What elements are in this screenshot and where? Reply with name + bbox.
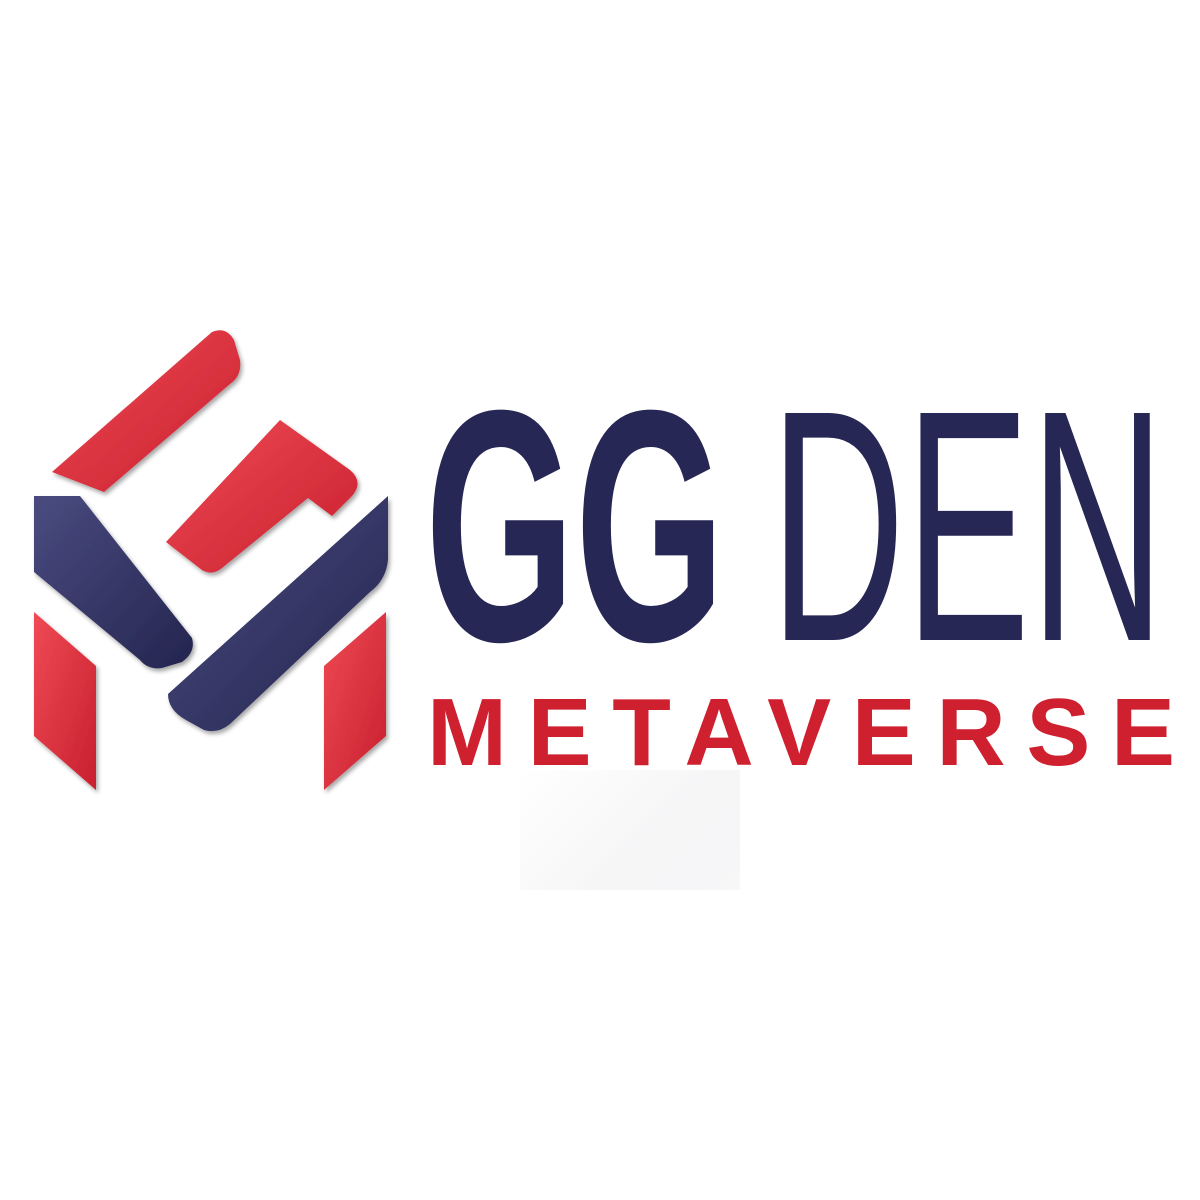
tagline-text: METAVERSE: [427, 679, 1175, 786]
emblem-red-leg-left: [34, 612, 96, 790]
emblem-navy-bar-left: [34, 496, 193, 669]
logo-emblem: [34, 330, 388, 790]
brand-secondary-text: DEN: [770, 370, 1165, 710]
emblem-navy-bar-right: [168, 496, 388, 732]
brand-primary-text: GG: [425, 370, 725, 710]
background-sheen: [520, 770, 740, 890]
emblem-red-leg-right: [324, 612, 386, 790]
emblem-red-bar-top-left: [52, 330, 241, 492]
emblem-red-hook: [166, 420, 358, 573]
logo-wordmark: GG DEN METAVERSE: [425, 370, 1175, 786]
